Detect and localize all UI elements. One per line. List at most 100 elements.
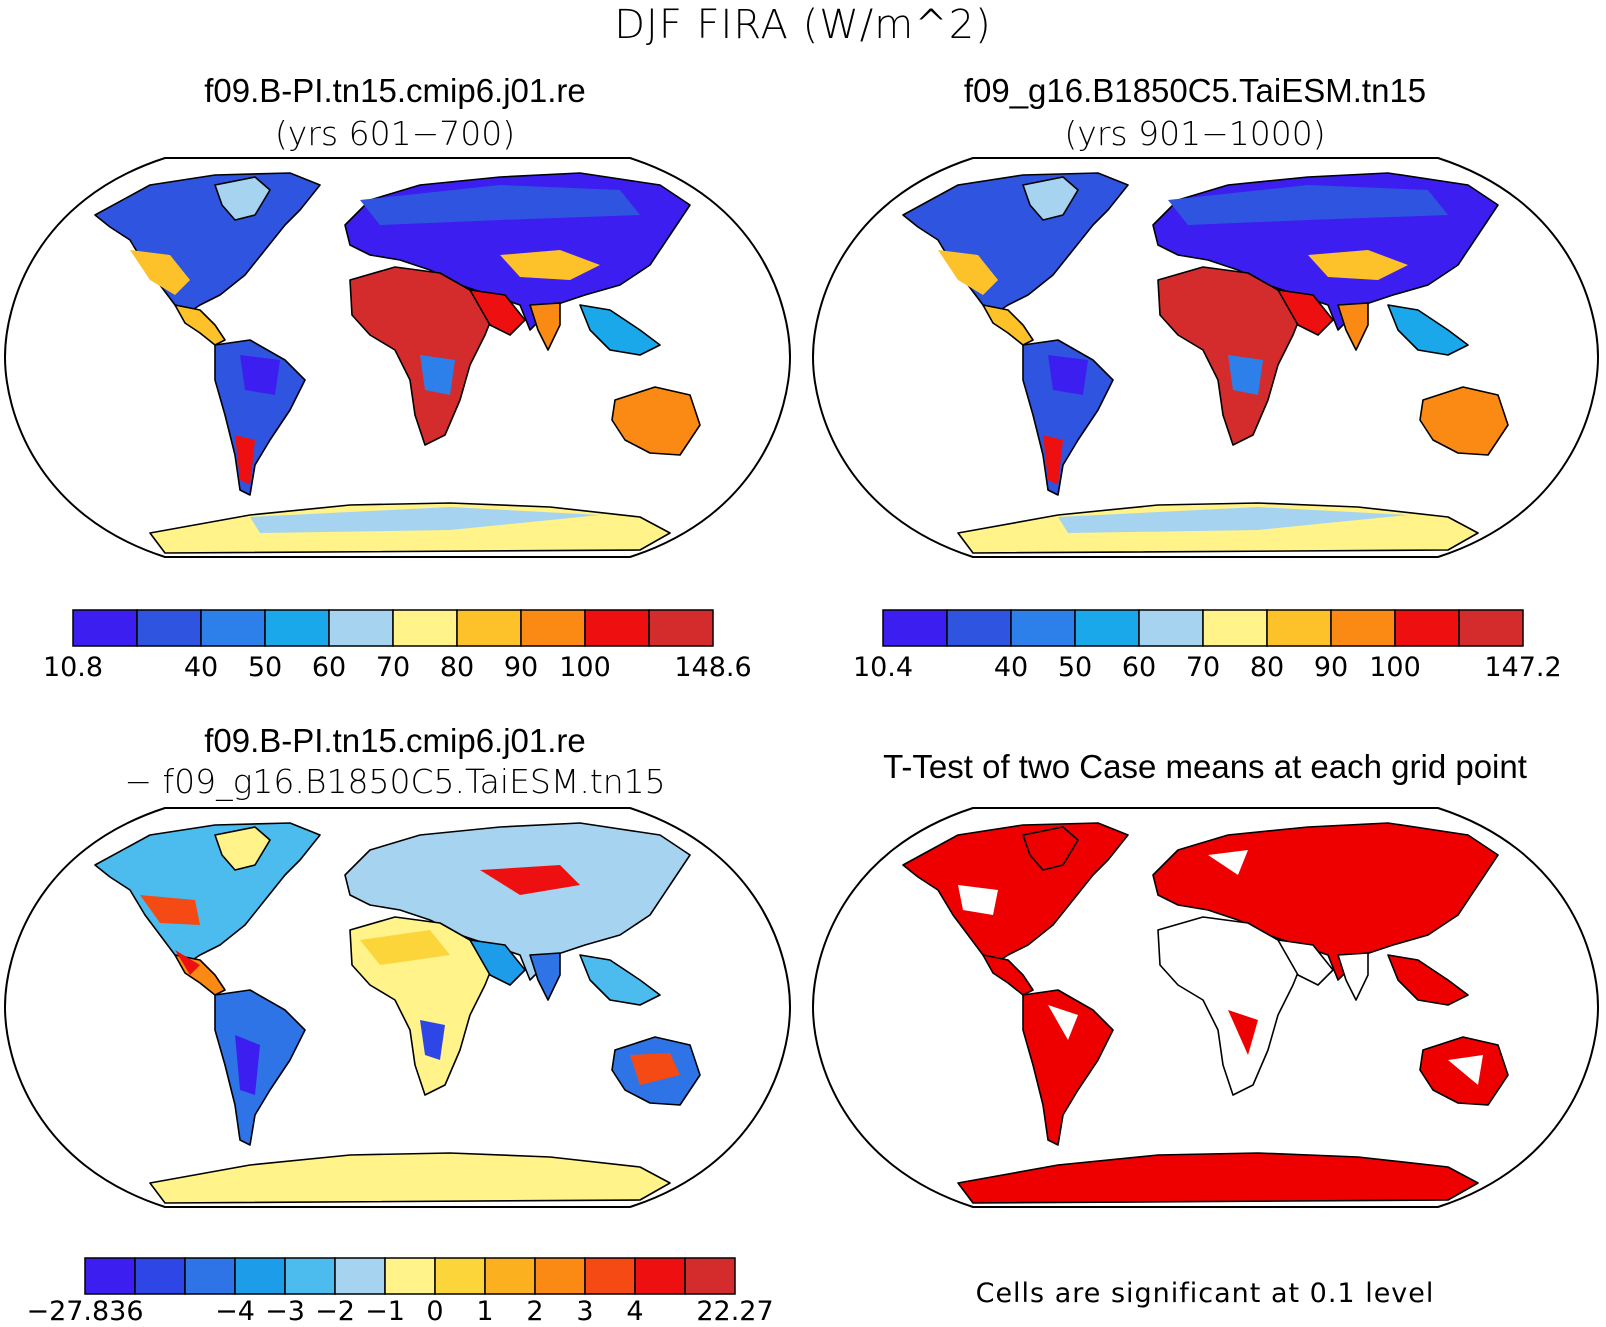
colorbar-swatch	[584, 609, 650, 647]
colorbar-swatch	[648, 609, 714, 647]
land-seasia	[1387, 954, 1469, 1006]
colorbar-label: 70	[1185, 652, 1221, 683]
colorbar-label: 22.27	[696, 1296, 774, 1327]
land-namerica	[94, 822, 321, 966]
colorbar-label: 147.2	[1484, 652, 1562, 683]
colorbar-swatch	[184, 1257, 236, 1295]
land-greenland	[1022, 176, 1079, 221]
colorbar-swatch	[520, 609, 586, 647]
colorbar-label: 40	[183, 652, 219, 683]
land-antarctica	[957, 1152, 1479, 1204]
colorbar-swatch	[434, 1257, 486, 1295]
colorbar-label: 100	[1369, 652, 1421, 683]
colorbar-swatch	[584, 1257, 636, 1295]
panel-3-colorbar	[84, 1257, 736, 1295]
land-camerica	[174, 304, 226, 346]
colorbar-label: −2	[315, 1296, 355, 1327]
land-camerica	[982, 954, 1034, 996]
colorbar-label: 90	[1313, 652, 1349, 683]
panel-3-title: f09.B-PI.tn15.cmip6.j01.re	[204, 722, 586, 759]
colorbar-swatch	[328, 609, 394, 647]
colorbar-label: 50	[1057, 652, 1093, 683]
colorbar-swatch	[384, 1257, 436, 1295]
colorbar-swatch	[1138, 609, 1204, 647]
panel-1-subtitle: (yrs 601−700)	[274, 114, 516, 153]
colorbar-swatch	[1458, 609, 1524, 647]
land-india	[529, 302, 561, 351]
colorbar-swatch	[1394, 609, 1460, 647]
land-namerica	[902, 822, 1129, 966]
panel-3-subtitle: − f09_g16.B1850C5.TaiESM.tn15	[124, 762, 666, 801]
land-australia	[611, 386, 701, 456]
land-arabia	[469, 939, 526, 986]
land-india	[1337, 952, 1369, 1001]
panel-1-colorbar-labels: 10.8 40 50 60 70 80 90 100 148.6	[43, 652, 752, 688]
panel-1-title: f09.B-PI.tn15.cmip6.j01.re	[204, 72, 586, 109]
colorbar-swatch	[1330, 609, 1396, 647]
colorbar-label: −3	[265, 1296, 305, 1327]
colorbar-swatch	[334, 1257, 386, 1295]
colorbar-swatch	[882, 609, 948, 647]
colorbar-label: 80	[1249, 652, 1285, 683]
colorbar-label: 10.4	[852, 652, 914, 683]
land-greenland	[214, 826, 271, 871]
colorbar-swatch	[456, 609, 522, 647]
colorbar-swatch	[484, 1257, 536, 1295]
colorbar-label: 100	[559, 652, 611, 683]
land-samerica	[214, 989, 306, 1146]
panel-2-subtitle: (yrs 901−1000)	[1064, 114, 1326, 153]
panel-3-colorbar-labels: −27.836 −4 −3 −2 −1 0 1 2 3 4 22.27	[26, 1296, 773, 1327]
figure-title: DJF FIRA (W/m^2)	[614, 2, 992, 48]
colorbar-label: 60	[1121, 652, 1157, 683]
colorbar-label: 60	[311, 652, 347, 683]
land-arabia	[469, 289, 526, 336]
colorbar-label: 40	[993, 652, 1029, 683]
map-frame	[3, 807, 792, 1208]
colorbar-label: 4	[626, 1296, 644, 1327]
colorbar-swatch	[946, 609, 1012, 647]
colorbar-label: 90	[503, 652, 539, 683]
colorbar-swatch	[1010, 609, 1076, 647]
colorbar-label: 0	[426, 1296, 444, 1327]
land-arabia	[1277, 289, 1334, 336]
panel-2-colorbar	[882, 609, 1524, 647]
land-seasia	[1387, 304, 1469, 356]
colorbar-swatch	[1202, 609, 1268, 647]
colorbar-swatch	[684, 1257, 736, 1295]
colorbar-swatch	[72, 609, 138, 647]
panel-3-map	[3, 807, 792, 1208]
land-samerica	[1022, 989, 1114, 1146]
colorbar-swatch	[284, 1257, 336, 1295]
panel-4-footnote: Cells are significant at 0.1 level	[975, 1278, 1435, 1309]
land-seasia	[579, 954, 661, 1006]
colorbar-label: 3	[576, 1296, 594, 1327]
panel-1-map	[3, 157, 792, 558]
land-eurasia	[344, 822, 691, 981]
colorbar-label: −27.836	[26, 1296, 144, 1327]
colorbar-swatch	[1074, 609, 1140, 647]
panel-2-title: f09_g16.B1850C5.TaiESM.tn15	[963, 72, 1427, 109]
colorbar-swatch	[200, 609, 266, 647]
colorbar-swatch	[634, 1257, 686, 1295]
land-africa	[1157, 916, 1304, 1096]
colorbar-swatch	[134, 1257, 186, 1295]
panel-4-map	[811, 807, 1600, 1208]
map-frame	[3, 157, 792, 558]
panel-1-colorbar	[72, 609, 714, 647]
land-camerica	[982, 304, 1034, 346]
land-greenland	[214, 176, 271, 221]
panel-2-map	[811, 157, 1600, 558]
colorbar-label: 10.8	[42, 652, 104, 683]
colorbar-label: 70	[375, 652, 411, 683]
colorbar-swatch	[1266, 609, 1332, 647]
map-frame	[811, 157, 1600, 558]
land-india	[1337, 302, 1369, 351]
land-antarctica	[149, 1152, 671, 1204]
colorbar-swatch	[84, 1257, 136, 1295]
colorbar-label: −4	[215, 1296, 255, 1327]
colorbar-label: 1	[476, 1296, 494, 1327]
panel-2-colorbar-labels: 10.4 40 50 60 70 80 90 100 147.2	[853, 652, 1562, 688]
land-india	[529, 952, 561, 1001]
colorbar-label: −1	[365, 1296, 405, 1327]
land-australia	[1419, 386, 1509, 456]
